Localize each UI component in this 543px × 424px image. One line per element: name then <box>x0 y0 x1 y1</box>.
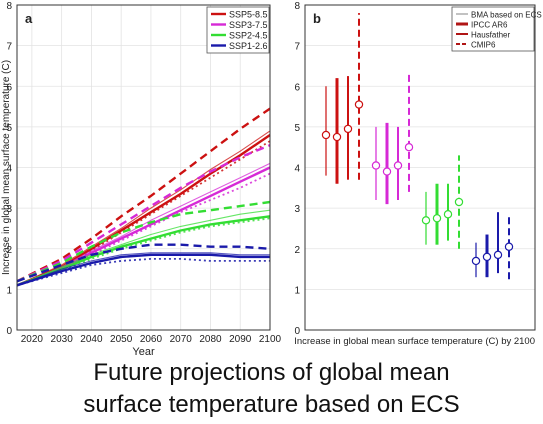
panel-b-median-marker <box>343 124 353 134</box>
panel-a-x-axis-label: Year <box>132 346 155 358</box>
panel-a-ytick-label: 0 <box>6 326 12 337</box>
caption-line-2: surface temperature based on ECS <box>83 391 460 418</box>
panel-a: 0 1 2 3 4 5 6 7 8 2020 2030 2040 2050 2060 2070 2080 209… <box>1 1 282 358</box>
panel-a-series-line <box>16 209 271 286</box>
panel-a-legend-label: SSP2-4.5 <box>229 31 268 41</box>
panel-a-frame <box>16 4 271 331</box>
panel-b-median-marker <box>454 197 464 207</box>
panel-a-xtick-label: 2070 <box>170 334 193 345</box>
panel-a-ytick-label: 2 <box>6 245 12 256</box>
panel-a-ytick-label: 4 <box>6 164 12 175</box>
panel-b: 0 1 2 3 4 5 6 7 8 b Increase in global mean surfac… <box>294 1 542 347</box>
panel-b-median-marker <box>493 250 503 260</box>
panel-b-median-marker <box>371 161 381 170</box>
panel-b-median-marker <box>482 252 492 262</box>
panel-a-series-line <box>16 252 270 286</box>
panel-a-series-line <box>16 253 270 287</box>
panel-b-legend-label: Hausfather <box>471 30 510 39</box>
panel-b-legend-label: CMIP6 <box>471 40 496 49</box>
panel-a-legend-label: SSP1-2.6 <box>229 41 268 51</box>
panel-a-series-line <box>16 217 271 287</box>
panel-a-legend-label: SSP3-7.5 <box>229 20 268 30</box>
panel-b-median-marker <box>471 256 481 266</box>
panel-b-ytick-label: 1 <box>294 285 300 296</box>
panel-a-xtick-label: 2090 <box>229 334 252 345</box>
panel-a-ytick-label: 1 <box>6 285 12 296</box>
panel-a-xtick-label: 2050 <box>110 334 133 345</box>
chart-figure: 0 1 2 3 4 5 6 7 8 2020 2030 2040 2050 2060 2070 2080 209… <box>0 0 543 358</box>
panel-b-median-marker <box>382 167 392 176</box>
panel-a-legend-label: SSP5-8.5 <box>229 10 268 20</box>
panel-b-median-marker <box>332 132 342 142</box>
panel-b-legend-label: IPCC AR6 <box>471 20 508 29</box>
panel-b-ytick-label: 5 <box>294 123 300 134</box>
panel-a-xtick-label: 2040 <box>80 334 103 345</box>
panel-a-xtick-label: 2020 <box>21 334 44 345</box>
panel-b-median-marker <box>443 210 453 219</box>
panel-a-ytick-label: 8 <box>6 1 12 12</box>
panel-b-ytick-label: 7 <box>294 42 300 53</box>
panel-a-series-line <box>16 257 270 287</box>
panel-b-median-marker <box>354 100 364 109</box>
panel-b-legend-label: BMA based on ECS <box>471 10 542 19</box>
panel-a-series-line <box>16 215 271 287</box>
panel-b-ytick-label: 3 <box>294 204 300 215</box>
panel-a-series-line <box>16 107 271 283</box>
panel-b-frame <box>304 4 536 331</box>
panel-a-xtick-label: 2030 <box>51 334 74 345</box>
panel-b-ytick-label: 8 <box>294 1 300 12</box>
panel-b-median-marker <box>421 216 431 225</box>
panel-a-ytick-label: 7 <box>6 42 12 53</box>
panel-b-x-axis-label: Increase in global mean surface temperat… <box>294 336 535 347</box>
panel-b-ytick-label: 0 <box>294 326 300 337</box>
panel-a-series-line <box>16 200 271 283</box>
caption-line-1: Future projections of global mean <box>93 359 450 386</box>
panel-a-xtick-label: 2100 <box>259 334 282 345</box>
panel-b-median-marker <box>404 142 414 152</box>
panel-b-ytick-label: 2 <box>294 245 300 256</box>
panel-a-ytick-label: 6 <box>6 82 12 93</box>
panel-a-xtick-label: 2060 <box>140 334 163 345</box>
panel-a-series-line <box>16 172 271 287</box>
panel-b-median-marker <box>432 214 442 223</box>
panel-a-ytick-label: 3 <box>6 204 12 215</box>
panel-a-ytick-label: 5 <box>6 123 12 134</box>
panel-a-series-line <box>16 166 271 287</box>
panel-a-label: a <box>25 11 33 26</box>
panel-a-series-line <box>16 243 271 283</box>
panel-b-median-marker <box>393 161 403 170</box>
panel-a-series-line <box>16 140 271 287</box>
panel-a-xtick-label: 2080 <box>199 334 222 345</box>
panel-b-label: b <box>313 11 321 26</box>
panel-b-ytick-label: 6 <box>294 82 300 93</box>
panel-a-y-axis-label: Increase in global mean surface temperat… <box>1 60 12 275</box>
panel-b-ytick-label: 4 <box>294 164 300 175</box>
panel-b-median-marker <box>504 242 514 251</box>
panel-b-median-marker <box>321 130 331 140</box>
